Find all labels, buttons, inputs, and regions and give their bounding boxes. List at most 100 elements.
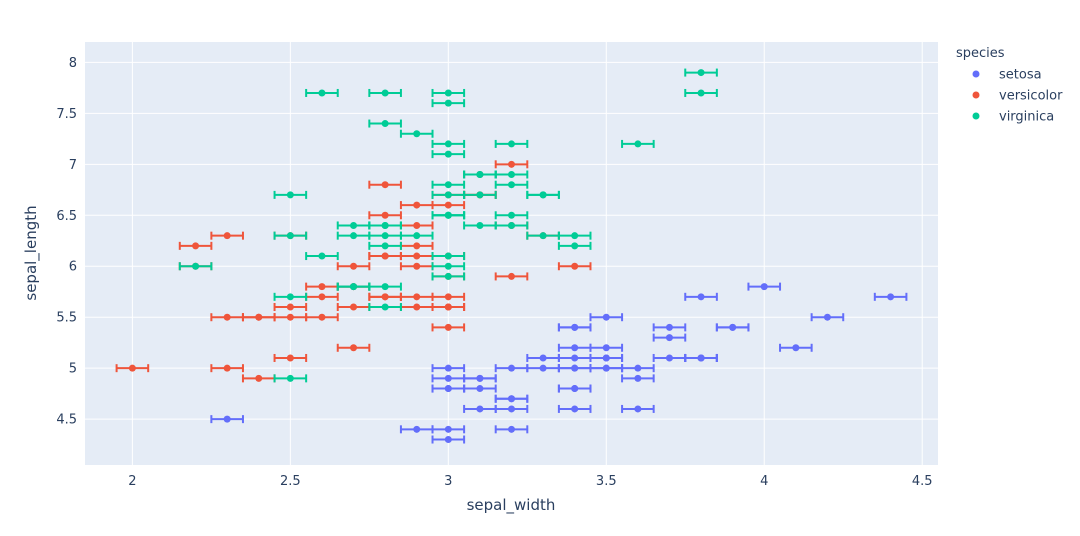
data-point-virginica[interactable] (368, 231, 402, 240)
data-point-setosa[interactable] (715, 323, 750, 332)
data-point-setosa[interactable] (526, 364, 560, 373)
data-point-setosa[interactable] (873, 292, 908, 301)
data-point-versicolor[interactable] (431, 201, 466, 210)
data-point-virginica[interactable] (273, 231, 308, 240)
data-point-setosa[interactable] (557, 323, 592, 332)
data-point-setosa[interactable] (684, 292, 718, 301)
data-point-setosa[interactable] (684, 353, 718, 362)
data-point-setosa[interactable] (494, 394, 529, 403)
data-point-setosa[interactable] (779, 343, 813, 352)
data-point-setosa[interactable] (652, 333, 687, 342)
data-point-setosa[interactable] (652, 323, 687, 332)
data-point-virginica[interactable] (431, 88, 466, 97)
data-point-setosa[interactable] (494, 404, 529, 413)
data-point-virginica[interactable] (684, 68, 718, 77)
data-point-virginica[interactable] (463, 221, 497, 230)
data-point-virginica[interactable] (431, 99, 466, 108)
legend-item-virginica[interactable]: virginica (972, 110, 1055, 125)
data-point-virginica[interactable] (368, 221, 402, 230)
data-point-versicolor[interactable] (368, 180, 402, 189)
legend-item-setosa[interactable]: setosa (972, 68, 1042, 83)
data-point-virginica[interactable] (621, 139, 655, 148)
data-point-virginica[interactable] (431, 262, 466, 271)
data-point-virginica[interactable] (368, 88, 402, 97)
data-point-versicolor[interactable] (241, 374, 276, 383)
data-point-versicolor[interactable] (557, 262, 592, 271)
data-point-setosa[interactable] (463, 374, 497, 383)
data-point-virginica[interactable] (305, 88, 339, 97)
data-point-setosa[interactable] (621, 404, 655, 413)
data-point-versicolor[interactable] (494, 160, 529, 169)
data-point-virginica[interactable] (431, 180, 466, 189)
data-point-setosa[interactable] (431, 364, 466, 373)
data-point-setosa[interactable] (557, 404, 592, 413)
data-point-versicolor[interactable] (273, 353, 308, 362)
data-point-setosa[interactable] (557, 343, 592, 352)
data-point-virginica[interactable] (273, 292, 308, 301)
data-point-versicolor[interactable] (336, 343, 371, 352)
data-point-virginica[interactable] (557, 231, 592, 240)
data-point-versicolor[interactable] (178, 241, 213, 250)
data-point-setosa[interactable] (431, 435, 466, 444)
data-point-virginica[interactable] (368, 119, 402, 128)
data-point-setosa[interactable] (210, 415, 244, 424)
point-marker (444, 140, 452, 148)
legend-item-versicolor[interactable]: versicolor (972, 89, 1064, 104)
data-point-virginica[interactable] (494, 211, 529, 220)
data-point-versicolor[interactable] (368, 292, 402, 301)
x-axis-ticks: 2 2.5 3 3.5 4 4.5 (128, 474, 932, 489)
data-point-virginica[interactable] (336, 282, 371, 291)
data-point-virginica[interactable] (431, 211, 466, 220)
data-point-setosa[interactable] (621, 374, 655, 383)
data-point-setosa[interactable] (557, 384, 592, 393)
x-axis-title: sepal_width (467, 496, 556, 515)
data-point-virginica[interactable] (399, 129, 434, 138)
point-marker (318, 252, 326, 260)
data-point-virginica[interactable] (273, 374, 308, 383)
data-point-virginica[interactable] (684, 88, 718, 97)
data-point-virginica[interactable] (368, 303, 402, 312)
data-point-versicolor[interactable] (494, 272, 529, 281)
point-marker (413, 130, 421, 138)
data-point-versicolor[interactable] (336, 262, 371, 271)
data-point-versicolor[interactable] (273, 303, 308, 312)
data-point-virginica[interactable] (494, 139, 529, 148)
data-point-versicolor[interactable] (368, 252, 402, 261)
data-point-setosa[interactable] (589, 313, 624, 322)
point-marker (286, 303, 294, 311)
data-point-versicolor[interactable] (368, 211, 402, 220)
data-point-setosa[interactable] (494, 425, 529, 434)
data-point-virginica[interactable] (557, 241, 592, 250)
data-point-versicolor[interactable] (241, 313, 276, 322)
data-point-versicolor[interactable] (305, 313, 339, 322)
data-point-versicolor[interactable] (210, 231, 244, 240)
y-tick-label: 6.5 (56, 209, 77, 224)
data-point-setosa[interactable] (431, 384, 466, 393)
point-marker (571, 262, 579, 270)
data-point-virginica[interactable] (431, 252, 466, 261)
data-point-versicolor[interactable] (115, 364, 150, 373)
data-points[interactable] (115, 68, 908, 444)
data-point-setosa[interactable] (557, 353, 592, 362)
data-point-virginica[interactable] (431, 190, 466, 199)
data-point-virginica[interactable] (494, 180, 529, 189)
data-point-virginica[interactable] (178, 262, 213, 271)
data-point-virginica[interactable] (368, 241, 402, 250)
data-point-virginica[interactable] (526, 231, 560, 240)
data-point-versicolor[interactable] (210, 364, 244, 373)
data-point-setosa[interactable] (810, 313, 845, 322)
data-point-virginica[interactable] (463, 170, 497, 179)
point-marker (318, 283, 326, 291)
legend-marker (972, 112, 980, 120)
data-point-virginica[interactable] (431, 139, 466, 148)
data-point-virginica[interactable] (526, 190, 560, 199)
data-point-virginica[interactable] (431, 272, 466, 281)
data-point-setosa[interactable] (747, 282, 782, 291)
data-point-versicolor[interactable] (431, 303, 466, 312)
data-point-versicolor[interactable] (431, 323, 466, 332)
data-point-virginica[interactable] (431, 150, 466, 159)
data-point-setosa[interactable] (431, 425, 466, 434)
data-point-setosa[interactable] (589, 364, 624, 373)
data-point-virginica[interactable] (305, 252, 339, 261)
data-point-virginica[interactable] (273, 190, 308, 199)
